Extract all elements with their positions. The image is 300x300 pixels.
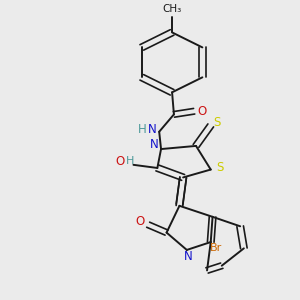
Text: N: N <box>148 123 157 136</box>
Text: O: O <box>198 105 207 118</box>
Text: N: N <box>184 250 193 263</box>
Text: O: O <box>135 215 145 228</box>
Text: N: N <box>150 138 159 151</box>
Text: H: H <box>138 123 147 136</box>
Text: CH₃: CH₃ <box>163 4 182 14</box>
Text: O: O <box>115 154 124 167</box>
Text: H: H <box>126 156 134 166</box>
Text: Br: Br <box>209 243 222 254</box>
Text: S: S <box>214 116 221 129</box>
Text: S: S <box>216 161 224 175</box>
